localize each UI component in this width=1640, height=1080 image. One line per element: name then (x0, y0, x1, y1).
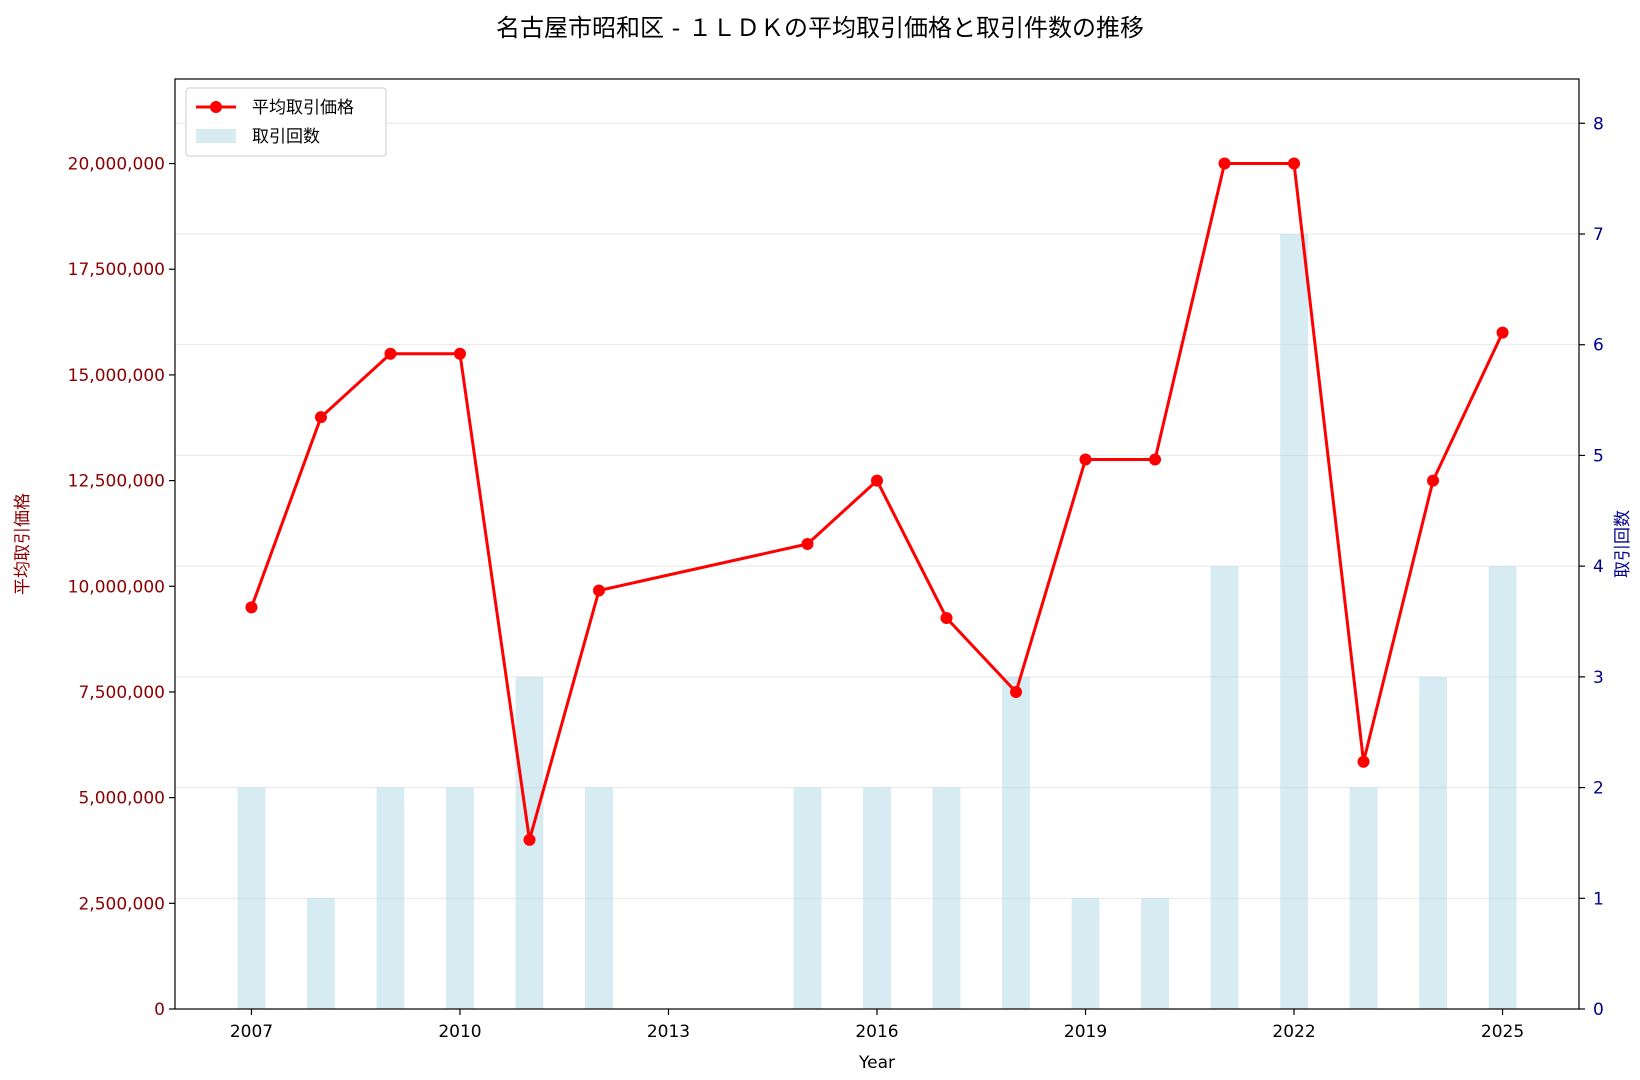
left-tick-label: 2,500,000 (78, 894, 165, 914)
price-point (940, 611, 953, 624)
left-tick-label: 17,500,000 (68, 260, 165, 280)
left-axis-label: 平均取引価格 (13, 493, 33, 595)
grid-lines (175, 122, 1579, 1010)
price-point (245, 601, 258, 614)
count-bar (932, 787, 961, 1009)
right-tick-label: 6 (1593, 336, 1604, 356)
left-tick-label: 15,000,000 (68, 366, 165, 386)
count-bar (1488, 566, 1517, 1009)
left-tick-label: 20,000,000 (68, 155, 165, 175)
legend-label-price: 平均取引価格 (252, 98, 354, 118)
count-bar (1141, 898, 1169, 1009)
bar-series (237, 234, 1517, 1009)
x-axis-label: Year (858, 1053, 895, 1073)
right-tick-label: 0 (1593, 1000, 1604, 1020)
count-bar (1002, 676, 1030, 1009)
price-point (1218, 157, 1231, 170)
x-tick-label: 2022 (1272, 1022, 1315, 1042)
price-point (871, 474, 883, 487)
count-bar (1210, 566, 1239, 1009)
count-bar (446, 787, 474, 1009)
x-tick-label: 2007 (230, 1022, 273, 1042)
count-bar (1071, 898, 1100, 1009)
right-tick-label: 7 (1593, 225, 1604, 245)
x-tick-label: 2025 (1481, 1022, 1524, 1042)
x-tick-label: 2013 (647, 1022, 690, 1042)
price-point (523, 833, 536, 846)
left-axis-ticks: 0 2,500,000 5,000,000 7,500,000 10,000,000 12… (68, 155, 175, 1020)
right-tick-label: 8 (1593, 114, 1604, 134)
left-tick-label: 10,000,000 (68, 577, 165, 597)
left-tick-label: 5,000,000 (78, 789, 165, 809)
x-tick-label: 2016 (855, 1022, 898, 1042)
price-point (384, 347, 397, 360)
price-point (1427, 474, 1440, 487)
right-tick-label: 5 (1593, 446, 1604, 466)
right-tick-label: 2 (1593, 779, 1604, 799)
x-axis-ticks: 2007 2010 2013 2016 2019 2022 2025 (230, 1009, 1524, 1042)
right-tick-label: 4 (1593, 557, 1604, 577)
price-point (1149, 453, 1162, 466)
right-axis-label: 取引回数 (1613, 510, 1633, 578)
count-bar (1419, 676, 1447, 1009)
price-point (1010, 685, 1023, 698)
left-tick-label: 7,500,000 (78, 683, 165, 703)
count-bar (237, 787, 266, 1009)
count-bar (793, 787, 822, 1009)
right-axis-ticks: 0 1 2 3 4 5 6 7 8 (1579, 114, 1604, 1020)
right-tick-label: 3 (1593, 668, 1604, 688)
right-tick-label: 1 (1593, 889, 1604, 909)
count-bar (307, 898, 335, 1009)
price-point (1288, 157, 1301, 170)
count-bar (1280, 234, 1308, 1009)
price-point (1079, 453, 1092, 466)
legend-bar-swatch (196, 129, 236, 143)
price-point (1496, 326, 1509, 339)
price-line (250, 162, 1504, 842)
legend: 平均取引価格 取引回数 (185, 87, 387, 157)
price-point (801, 538, 814, 550)
price-point (453, 347, 466, 360)
legend-label-count: 取引回数 (252, 127, 320, 147)
price-point (1357, 755, 1370, 768)
x-tick-label: 2010 (438, 1022, 481, 1042)
legend-marker-swatch (210, 101, 222, 113)
price-point (314, 411, 327, 424)
x-tick-label: 2019 (1064, 1022, 1107, 1042)
count-bar (863, 787, 891, 1009)
count-bar (376, 787, 405, 1009)
line-series (245, 157, 1509, 846)
count-bar (585, 787, 613, 1009)
price-point (592, 584, 605, 597)
count-bar (1349, 787, 1378, 1009)
chart-title: 名古屋市昭和区 - １ＬＤＫの平均取引価格と取引件数の推移 (496, 14, 1144, 42)
left-tick-label: 12,500,000 (68, 472, 165, 492)
left-tick-label: 0 (154, 1000, 165, 1020)
